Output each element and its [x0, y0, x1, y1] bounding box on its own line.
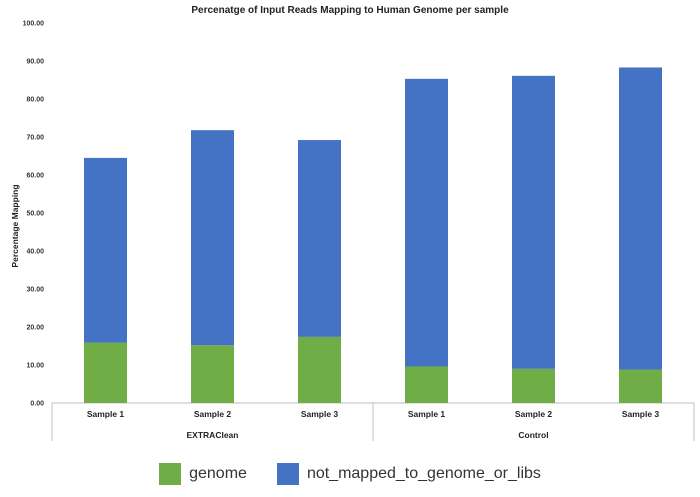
y-axis-label: Percentage Mapping: [10, 184, 20, 267]
axes: 0.00 10.00 20.00 30.00 40.00 50.00 60.00 70.00 8…: [23, 21, 695, 441]
legend-swatch-genome: [159, 463, 182, 485]
y-tick-label: 50.00: [26, 211, 44, 218]
y-tick-label: 10.00: [26, 363, 44, 370]
y-tick-label: 80.00: [26, 97, 44, 104]
bar-not-mapped: [298, 140, 341, 337]
legend-item-genome[interactable]: genome: [159, 463, 247, 485]
bar-genome: [84, 342, 127, 403]
x-tick-label: Sample 2: [194, 409, 232, 419]
legend-swatch-not-mapped: [276, 463, 299, 485]
x-axis-labels: Sample 1 Sample 2 Sample 3 Sample 1 Sample 2…: [87, 409, 660, 440]
x-tick-label: Sample 1: [408, 409, 446, 419]
y-tick-label: 0.00: [30, 401, 44, 408]
bar-genome: [405, 366, 448, 403]
x-tick-label: Sample 1: [87, 409, 125, 419]
bars: [84, 67, 662, 403]
bar-not-mapped: [619, 67, 662, 370]
group-label: EXTRAClean: [187, 430, 239, 440]
bar-genome: [298, 336, 341, 403]
legend: genome not_mapped_to_genome_or_libs: [0, 459, 700, 489]
y-tick-label: 60.00: [26, 173, 44, 180]
legend-item-not-mapped[interactable]: not_mapped_to_genome_or_libs: [276, 463, 541, 485]
y-tick-label: 20.00: [26, 325, 44, 332]
bar-not-mapped: [405, 78, 448, 367]
y-tick-label: 90.00: [26, 59, 44, 66]
y-tick-label: 100.00: [23, 21, 45, 28]
x-tick-label: Sample 2: [515, 409, 553, 419]
bar-genome: [191, 345, 234, 403]
group-label: Control: [518, 430, 548, 440]
bar-not-mapped: [191, 130, 234, 346]
bar-genome: [512, 368, 555, 403]
bar-genome: [619, 369, 662, 403]
bar-not-mapped: [512, 75, 555, 369]
bar-not-mapped: [84, 157, 127, 343]
chart-title: Percenatge of Input Reads Mapping to Hum…: [191, 5, 509, 16]
y-tick-label: 40.00: [26, 249, 44, 256]
y-tick-label: 70.00: [26, 135, 44, 142]
x-tick-label: Sample 3: [301, 409, 339, 419]
x-tick-label: Sample 3: [622, 409, 660, 419]
legend-label-genome: genome: [189, 465, 247, 482]
y-tick-label: 30.00: [26, 287, 44, 294]
legend-label-not-mapped: not_mapped_to_genome_or_libs: [306, 465, 541, 482]
